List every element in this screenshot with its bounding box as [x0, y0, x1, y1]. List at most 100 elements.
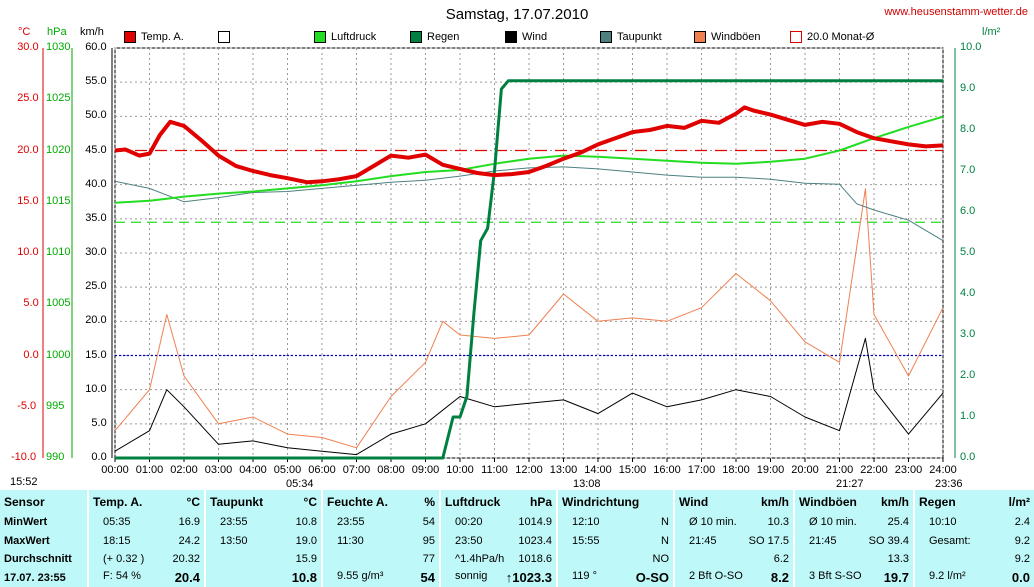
chart-series — [114, 79, 944, 460]
hpa-tick: 990 — [46, 451, 65, 463]
legend-item: 20.0 Monat-Ø — [790, 31, 874, 43]
kmh-tick: 60.0 — [85, 41, 107, 53]
hpa-tick: 1000 — [46, 348, 71, 361]
stats-cell: F: 54 % 20.4 — [87, 568, 205, 587]
stats-row-label: Durchschnitt — [4, 553, 72, 566]
stats-cell: 9.2 l/m² 0.0 — [913, 568, 1034, 587]
x-tick-label: 18:00 — [722, 464, 750, 476]
hpa-tick: 995 — [46, 399, 65, 412]
site-url[interactable]: www.heusenstamm-wetter.de — [884, 6, 1028, 18]
stats-cell: 00:20 1014.9 — [439, 513, 557, 532]
stats-cell: (+ 0.32 ) 20.32 — [87, 550, 205, 569]
x-tick-label: 08:00 — [377, 464, 405, 476]
series-line — [114, 337, 944, 456]
x-tick-label: 11:00 — [481, 464, 508, 476]
rain-tick: 8.0 — [960, 123, 976, 135]
legend-item: Taupunkt — [600, 31, 662, 43]
stats-row: MaxWert 18:15 24.2 13:50 19.0 11:30 95 23:50 102… — [0, 531, 1034, 551]
stats-cell: 77 — [321, 550, 440, 569]
legend-swatch — [694, 31, 706, 43]
x-tick-label: 20:00 — [791, 464, 819, 476]
hpa-tick: 1030 — [46, 41, 71, 53]
temp-tick: 10.0 — [17, 246, 39, 258]
rain-tick: 4.0 — [960, 287, 976, 299]
legend-label: Windböen — [711, 31, 761, 43]
legend-item: Regen — [410, 31, 459, 43]
stats-table: Sensor Temp. A. °C Taupunkt °C Feuchte A.% Luf… — [0, 490, 1034, 587]
rain-tick: 3.0 — [960, 328, 976, 340]
stats-header: Windrichtung — [556, 490, 674, 514]
end-time-marker: 23:36 — [935, 478, 963, 490]
hpa-unit: hPa — [47, 26, 67, 38]
legend-label: 20.0 Monat-Ø — [807, 31, 875, 43]
legend-swatch — [314, 31, 326, 43]
stats-cell: 21:45 SO 39.4 — [793, 531, 914, 551]
legend-swatch — [790, 31, 802, 43]
stats-cell: Ø 10 min. 10.3 — [673, 513, 794, 532]
legend-swatch — [600, 31, 612, 43]
x-tick-label: 10:00 — [446, 464, 474, 476]
temp-tick: 0.0 — [23, 348, 39, 361]
stats-row: 17.07. 23:55 F: 54 % 20.4 10.8 9.55 g/m³ 54 so… — [0, 568, 1034, 587]
hpa-tick: 1010 — [46, 246, 71, 258]
kmh-tick: 45.0 — [85, 143, 107, 156]
stats-cell: 23:55 10.8 — [204, 513, 322, 532]
rain-unit: l/m² — [982, 26, 1001, 38]
x-tick-label: 15:00 — [618, 464, 647, 476]
legend-swatch — [124, 31, 136, 43]
x-tick-label: 04:00 — [239, 464, 267, 476]
stats-header: Temp. A. °C — [87, 490, 205, 514]
stats-cell: NO — [556, 550, 674, 569]
stats-row-label: MaxWert — [4, 534, 50, 547]
hpa-tick: 1020 — [46, 143, 71, 156]
kmh-tick: 55.0 — [85, 75, 107, 88]
kmh-tick: 35.0 — [85, 211, 107, 224]
stats-cell: 11:30 95 — [321, 531, 440, 551]
chart-title: Samstag, 17.07.2010 — [445, 6, 589, 23]
stats-row-label: 17.07. 23:55 — [4, 571, 66, 584]
legend-item: Temp. A. — [124, 31, 184, 43]
temp-tick: 20.0 — [17, 143, 39, 156]
chart-grid — [42, 47, 956, 462]
stats-cell: 9.55 g/m³ 54 — [321, 568, 440, 587]
stats-cell: 10:10 2.4 — [913, 513, 1034, 532]
x-tick-label: 19:00 — [756, 464, 785, 476]
stats-cell: 15.9 — [204, 550, 322, 569]
stats-row: MinWert 05:35 16.9 23:55 10.8 23:55 54 00:20 101… — [0, 513, 1034, 532]
stats-cell: 12:10 N — [556, 513, 674, 532]
stats-header: Luftdruck hPa — [439, 490, 557, 514]
x-tick-label: 14:00 — [584, 464, 612, 476]
stats-cell: 23:50 1023.4 — [439, 531, 557, 551]
kmh-tick: 15.0 — [85, 348, 107, 361]
legend-label: Luftdruck — [331, 31, 377, 43]
stats-cell: Ø 10 min. 25.4 — [793, 513, 914, 532]
temp-tick: 30.0 — [17, 41, 39, 53]
rain-tick: 2.0 — [960, 369, 976, 381]
legend-swatch — [505, 31, 517, 43]
temp-tick: 5.0 — [23, 297, 39, 310]
stats-cell: 119 ° O-SO — [556, 568, 674, 587]
stats-cell: 13:50 19.0 — [204, 531, 322, 551]
stats-cell: 05:35 16.9 — [87, 513, 205, 532]
stats-row-label: MinWert — [4, 516, 48, 529]
legend-swatch — [410, 31, 422, 43]
series-line — [114, 105, 944, 185]
rain-tick: 10.0 — [960, 41, 982, 53]
legend-label: Wind — [522, 31, 548, 43]
x-tick-label: 09:00 — [411, 464, 440, 476]
x-tick-label: 00:00 — [101, 464, 129, 476]
stats-cell: ^1.4hPa/h 1018.6 — [439, 550, 557, 569]
stats-cell: Gesamt: 9.2 — [913, 531, 1034, 551]
sunrise-marker: 05:34 — [286, 478, 314, 490]
rain-tick: 6.0 — [960, 205, 976, 217]
x-tick-label: 16:00 — [653, 464, 681, 476]
x-tick-label: 21:00 — [825, 464, 854, 476]
noon-marker: 13:08 — [573, 478, 601, 490]
x-tick-label: 22:00 — [860, 464, 888, 476]
x-tick-label: 17:00 — [687, 464, 716, 476]
hpa-tick: 1015 — [46, 194, 71, 207]
hpa-tick: 1005 — [46, 297, 71, 310]
sunset-marker: 21:27 — [836, 478, 864, 490]
legend-label: Temp. A. — [141, 31, 184, 43]
kmh-tick: 40.0 — [85, 177, 107, 190]
